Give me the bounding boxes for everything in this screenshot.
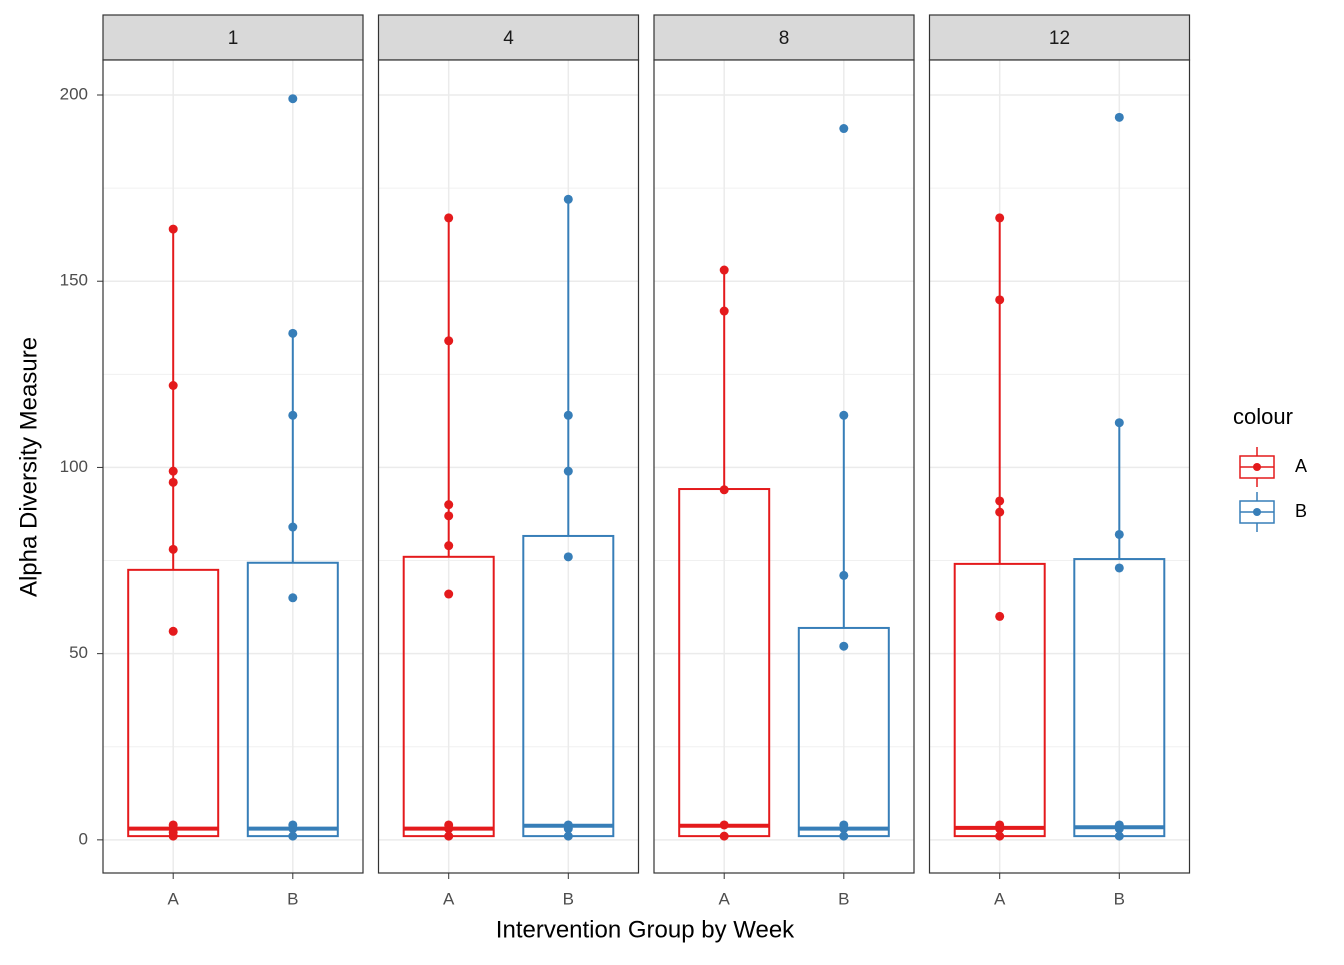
data-point (839, 570, 849, 580)
data-point (288, 410, 298, 420)
data-point (1114, 529, 1124, 539)
data-point (168, 544, 178, 554)
data-point (563, 194, 573, 204)
data-point (995, 496, 1005, 506)
data-point (168, 466, 178, 476)
data-point (839, 124, 849, 134)
data-point (444, 213, 454, 223)
panel-bg (929, 60, 1190, 873)
data-point (1114, 824, 1124, 834)
data-point (168, 224, 178, 234)
data-point (1114, 831, 1124, 841)
data-point (444, 831, 454, 841)
data-point (288, 593, 298, 603)
legend-label: B (1295, 501, 1307, 521)
data-point (995, 611, 1005, 621)
strip-label: 12 (1049, 28, 1070, 49)
legend-title: colour (1233, 404, 1293, 429)
data-point (839, 641, 849, 651)
data-point (839, 410, 849, 420)
x-tick-label: B (838, 889, 849, 908)
data-point (288, 94, 298, 104)
x-tick-label: A (994, 889, 1006, 908)
data-point (563, 552, 573, 562)
data-point (719, 485, 729, 495)
y-axis-label: Alpha Diversity Measure (15, 337, 42, 597)
data-point (288, 522, 298, 532)
strip-label: 8 (779, 28, 790, 49)
x-tick-label: B (1114, 889, 1125, 908)
panel-border (377, 59, 640, 874)
data-point (288, 831, 298, 841)
data-point (1114, 112, 1124, 122)
legend-key-point (1253, 463, 1261, 471)
data-point (719, 820, 729, 830)
data-point (719, 831, 729, 841)
x-axis-label: Intervention Group by Week (496, 916, 795, 943)
data-point (995, 295, 1005, 305)
data-point (563, 410, 573, 420)
strip-label: 1 (228, 28, 239, 49)
data-point (444, 541, 454, 551)
data-point (1114, 418, 1124, 428)
data-point (995, 824, 1005, 834)
data-point (995, 213, 1005, 223)
y-tick-label: 150 (60, 271, 88, 290)
data-point (168, 831, 178, 841)
legend-key-point (1253, 508, 1261, 516)
data-point (168, 477, 178, 487)
panel-bg (103, 60, 363, 873)
data-point (444, 336, 454, 346)
data-point (444, 500, 454, 510)
data-point (168, 380, 178, 390)
x-tick-label: B (563, 889, 574, 908)
strip (102, 14, 364, 61)
panel-border (653, 59, 915, 874)
data-point (839, 831, 849, 841)
data-point (563, 466, 573, 476)
data-point (444, 824, 454, 834)
y-tick-label: 0 (79, 829, 88, 848)
legend-label: A (1295, 456, 1307, 476)
strip (928, 14, 1191, 61)
panel-border (928, 59, 1191, 874)
data-point (995, 507, 1005, 517)
data-point (288, 824, 298, 834)
strip-label: 4 (503, 28, 514, 49)
y-tick-label: 200 (60, 84, 88, 103)
x-tick-label: A (719, 889, 731, 908)
panel-border (102, 59, 364, 874)
strip (377, 14, 640, 61)
panel-bg (378, 60, 639, 873)
data-point (444, 589, 454, 599)
x-tick-label: A (168, 889, 180, 908)
data-point (444, 511, 454, 521)
data-point (995, 831, 1005, 841)
data-point (839, 824, 849, 834)
strip (653, 14, 915, 61)
data-point (1114, 563, 1124, 573)
data-point (563, 824, 573, 834)
data-point (288, 328, 298, 338)
data-point (168, 626, 178, 636)
data-point (563, 831, 573, 841)
panel-bg (654, 60, 914, 873)
x-tick-label: B (287, 889, 298, 908)
data-point (719, 265, 729, 275)
data-point (719, 306, 729, 316)
y-tick-label: 100 (60, 457, 88, 476)
x-tick-label: A (443, 889, 455, 908)
y-tick-label: 50 (69, 643, 88, 662)
